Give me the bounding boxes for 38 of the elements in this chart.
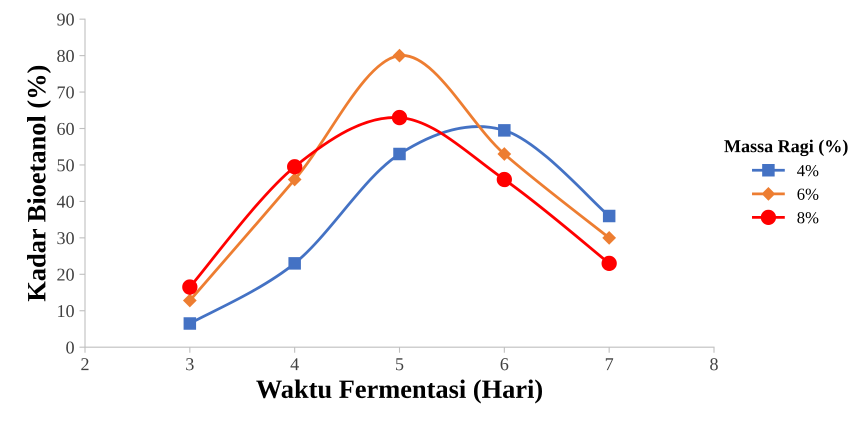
point <box>288 257 301 270</box>
x-tick-label: 2 <box>81 358 89 370</box>
x-tick-label: 8 <box>710 358 718 370</box>
x-axis-title: Waktu Fermentasi (Hari) <box>256 380 542 404</box>
point <box>392 49 406 62</box>
x-tick-label: 7 <box>606 358 614 370</box>
point <box>183 294 196 308</box>
point <box>393 148 406 160</box>
x-tick-label: 5 <box>396 358 404 370</box>
x-tick-label: 3 <box>186 358 194 370</box>
y-tick-label: 60 <box>57 122 74 135</box>
y-axis-title: Kadar Bioetanol (%) <box>27 66 51 302</box>
point <box>496 172 512 188</box>
legend-label: 6% <box>797 188 818 200</box>
point <box>602 231 616 244</box>
y-tick-label: 20 <box>57 268 74 281</box>
point <box>498 147 511 161</box>
legend-label: 4% <box>797 165 818 176</box>
y-tick-label: 40 <box>56 196 74 208</box>
x-tick-label: 6 <box>500 358 508 370</box>
y-tick-label: 0 <box>66 341 74 354</box>
y-tick-label: 70 <box>58 86 74 99</box>
point <box>288 172 302 186</box>
point <box>498 124 511 137</box>
point <box>182 279 198 295</box>
point <box>602 210 616 222</box>
point <box>184 317 196 330</box>
y-tick-label: 80 <box>57 50 74 62</box>
point <box>602 256 617 271</box>
x-tick-label: 4 <box>290 358 299 370</box>
y-tick-label: 30 <box>57 232 74 244</box>
legend-title: Massa Ragi (%) <box>724 140 848 156</box>
y-tick-label: 50 <box>58 159 74 172</box>
y-tick-label: 90 <box>57 13 74 26</box>
legend-label: 8% <box>797 212 818 224</box>
point <box>392 110 408 126</box>
y-tick-label: 10 <box>58 305 74 318</box>
point <box>287 159 302 174</box>
